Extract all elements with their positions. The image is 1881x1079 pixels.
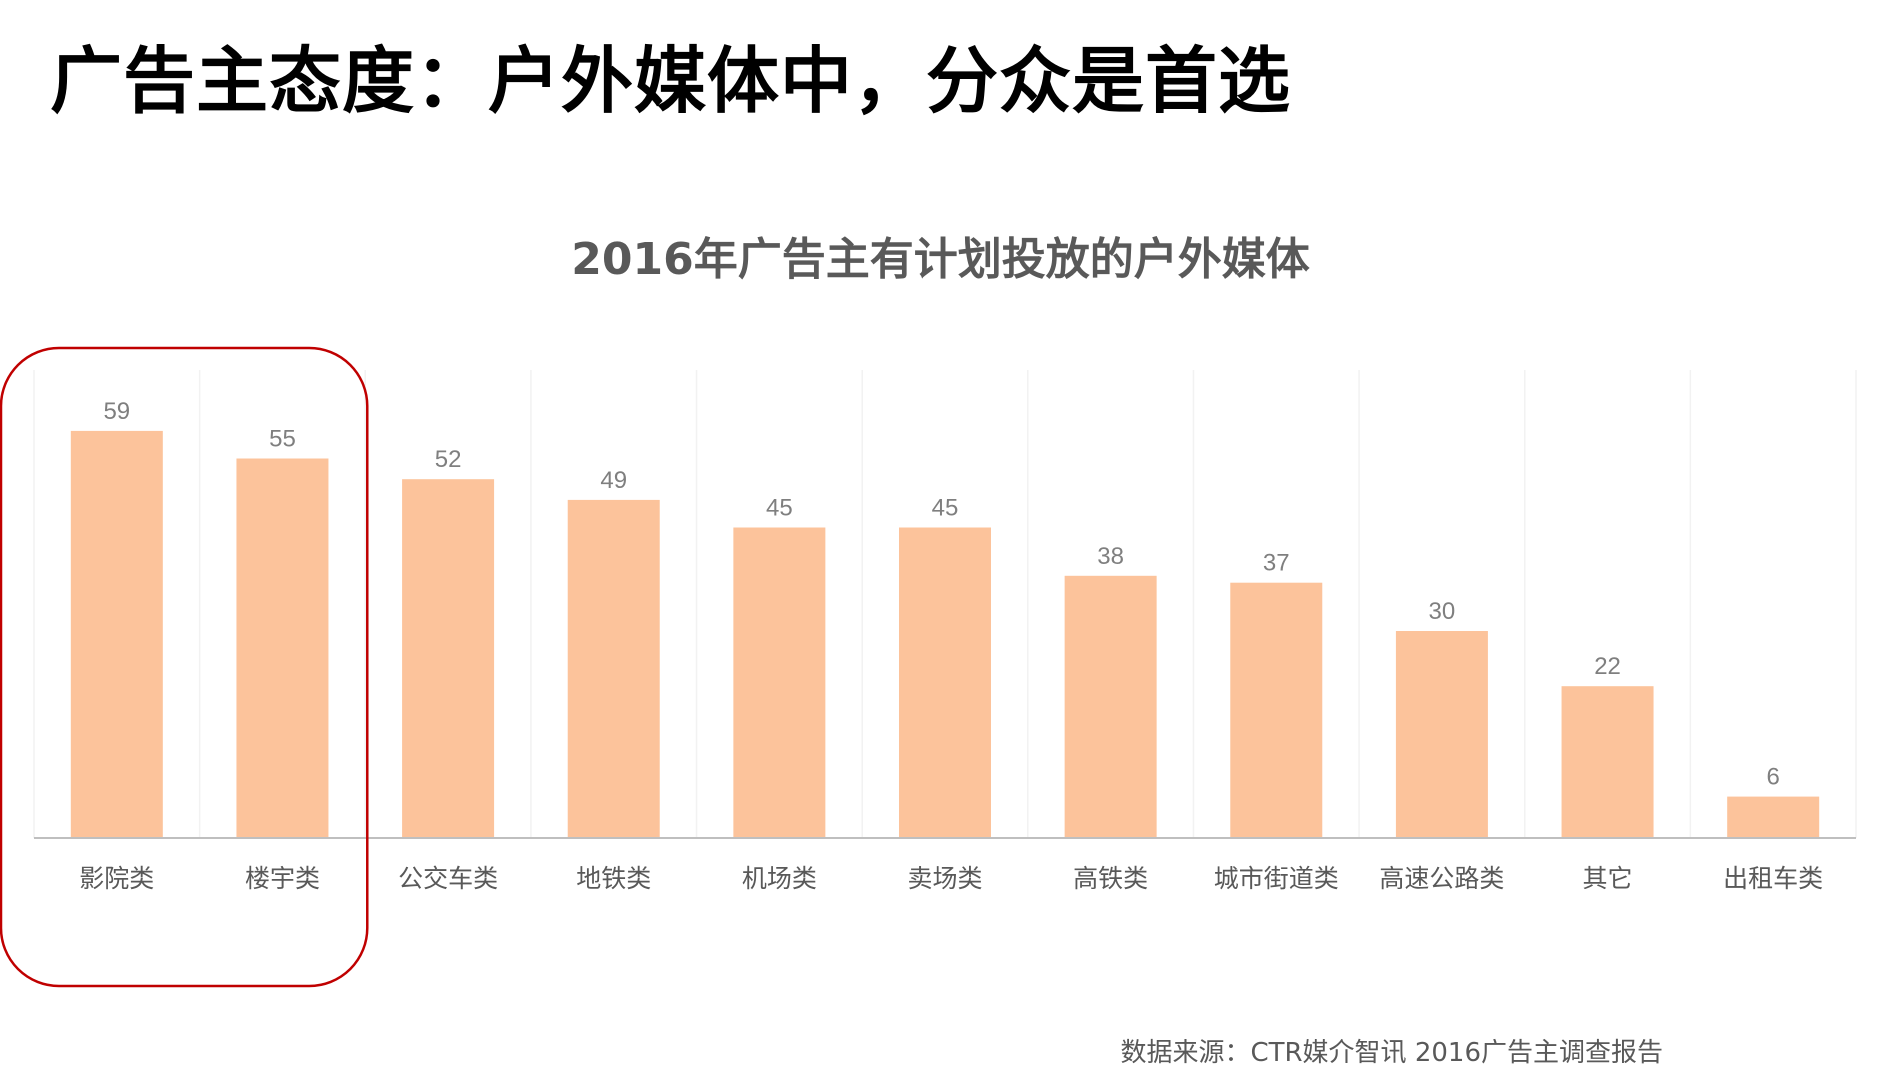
category-label: 高速公路类 <box>1379 864 1504 893</box>
value-label: 49 <box>600 467 627 494</box>
category-label: 公交车类 <box>398 864 498 893</box>
value-label: 45 <box>766 495 793 522</box>
value-label: 22 <box>1594 653 1621 680</box>
value-label: 38 <box>1097 543 1124 570</box>
bar <box>1727 796 1820 838</box>
value-label: 52 <box>435 446 462 473</box>
category-label: 其它 <box>1583 864 1633 893</box>
category-label: 楼宇类 <box>245 864 320 893</box>
category-label: 出租车类 <box>1723 864 1823 893</box>
bar <box>70 430 163 838</box>
category-label: 机场类 <box>742 864 817 893</box>
category-label: 高铁类 <box>1073 864 1148 893</box>
bar <box>402 479 495 838</box>
chart-title: 2016年广告主有计划投放的户外媒体 <box>571 234 1310 285</box>
bar <box>733 527 826 838</box>
value-label: 6 <box>1767 764 1780 791</box>
bar <box>1064 575 1157 838</box>
value-label: 55 <box>269 426 296 453</box>
bar <box>236 458 329 838</box>
value-label: 59 <box>103 398 130 425</box>
category-label: 城市街道类 <box>1214 864 1339 893</box>
bar <box>899 527 991 838</box>
highlight-box <box>0 346 369 988</box>
bar <box>1395 631 1488 838</box>
source-note: 数据来源：CTR媒介智讯 2016广告主调查报告 <box>1120 1038 1663 1068</box>
category-label: 卖场类 <box>907 864 982 893</box>
slide-title: 广告主态度：户外媒体中，分众是首选 <box>50 39 1292 123</box>
category-label: 地铁类 <box>576 864 651 893</box>
bar <box>567 499 660 838</box>
bar <box>1561 686 1654 838</box>
value-label: 37 <box>1263 550 1290 577</box>
bar <box>1230 582 1323 838</box>
value-label: 30 <box>1429 598 1456 625</box>
category-label: 影院类 <box>79 864 154 893</box>
value-label: 45 <box>932 495 959 522</box>
